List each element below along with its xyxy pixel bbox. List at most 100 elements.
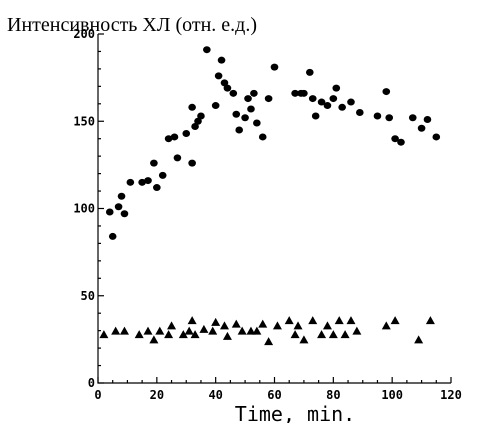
data-point-triangle [208, 326, 218, 335]
data-point-triangle [299, 335, 309, 344]
data-point-triangle [231, 319, 241, 328]
data-point-triangle [334, 316, 344, 325]
data-point-circle [158, 171, 167, 179]
data-point-triangle [284, 316, 294, 325]
data-point-circle [108, 232, 117, 240]
data-point-circle [241, 114, 249, 122]
data-point-circle [138, 178, 146, 186]
y-tick-label: 50 [81, 289, 95, 303]
data-point-circle [114, 203, 123, 211]
data-point-circle [223, 84, 232, 92]
data-point-circle [164, 135, 173, 143]
data-point-triangle [322, 321, 332, 330]
data-point-circle [382, 88, 391, 96]
data-point-circle [173, 154, 182, 162]
data-point-triangle [264, 337, 274, 346]
data-point-triangle [187, 316, 197, 325]
data-point-circle [317, 98, 326, 106]
data-point-triangle [346, 316, 356, 325]
data-point-circle [300, 89, 308, 97]
data-point-circle [408, 114, 417, 122]
data-point-circle [153, 184, 161, 192]
x-tick-label: 60 [267, 388, 281, 402]
data-point-circle [332, 84, 341, 92]
x-tick-label: 0 [94, 388, 101, 402]
data-point-circle [291, 89, 299, 97]
data-point-circle [306, 68, 314, 76]
axis-lines [97, 34, 451, 384]
data-point-triangle [246, 326, 256, 335]
data-points [99, 46, 441, 346]
y-tick-label: 0 [88, 376, 95, 390]
data-point-triangle [425, 316, 435, 325]
data-point-circle [308, 95, 317, 103]
data-point-circle [329, 95, 338, 103]
data-point-circle [244, 95, 252, 103]
chart-title: Интенсивность ХЛ (отн. е.д.) [7, 14, 257, 36]
data-point-circle [232, 110, 241, 118]
data-point-circle [194, 117, 202, 125]
data-point-circle [247, 105, 255, 113]
data-point-triangle [119, 326, 129, 335]
data-point-triangle [414, 335, 424, 344]
x-tick-label: 20 [150, 388, 164, 402]
data-point-triangle [252, 326, 262, 335]
data-point-triangle [219, 321, 229, 330]
data-point-triangle [290, 330, 300, 339]
data-point-triangle [99, 330, 109, 339]
data-point-triangle [258, 319, 268, 328]
data-point-triangle [211, 317, 221, 326]
data-point-triangle [317, 330, 327, 339]
data-point-circle [191, 122, 199, 130]
data-point-circle [423, 116, 432, 124]
data-point-circle [182, 129, 191, 137]
data-point-circle [188, 159, 196, 167]
data-point-circle [120, 210, 129, 218]
data-point-triangle [134, 330, 144, 339]
x-tick-label: 40 [208, 388, 222, 402]
data-point-circle [144, 177, 152, 185]
x-axis-label: Time, min. [235, 402, 355, 423]
data-point-circle [188, 103, 196, 111]
data-point-circle [170, 133, 179, 141]
data-point-circle [264, 95, 273, 103]
y-tick-label: 100 [73, 202, 95, 216]
data-point-circle [258, 133, 267, 141]
data-point-circle [235, 126, 243, 134]
data-point-circle [117, 192, 126, 200]
data-point-circle [250, 89, 258, 97]
data-point-circle [270, 63, 279, 71]
data-point-circle [217, 56, 226, 64]
y-axis-ticks: 0 50 100 150 200 [73, 27, 104, 390]
data-point-circle [197, 112, 205, 120]
data-point-circle [347, 98, 355, 106]
data-point-triangle [328, 330, 338, 339]
data-point-circle [356, 109, 364, 117]
data-point-circle [220, 79, 229, 87]
data-point-circle [397, 138, 405, 146]
x-axis-ticks: 0 20 40 60 80 100 120 [94, 377, 462, 402]
x-tick-label: 120 [440, 388, 462, 402]
data-point-triangle [272, 321, 282, 330]
y-tick-label: 150 [73, 114, 95, 128]
data-point-circle [323, 102, 332, 110]
data-point-circle [253, 119, 261, 127]
data-point-triangle [155, 326, 165, 335]
data-point-triangle [164, 330, 174, 339]
y-tick-label: 200 [73, 27, 95, 41]
data-point-triangle [237, 326, 247, 335]
data-point-circle [311, 112, 320, 120]
data-point-triangle [167, 321, 177, 330]
data-point-circle [338, 103, 346, 111]
data-point-triangle [222, 331, 232, 340]
data-point-circle [385, 114, 394, 122]
x-tick-label: 80 [326, 388, 340, 402]
data-point-triangle [178, 330, 188, 339]
data-point-triangle [143, 326, 153, 335]
data-point-triangle [199, 324, 209, 333]
data-point-circle [214, 72, 223, 80]
data-point-circle [150, 159, 158, 167]
data-point-triangle [390, 316, 400, 325]
data-point-circle [417, 124, 426, 132]
